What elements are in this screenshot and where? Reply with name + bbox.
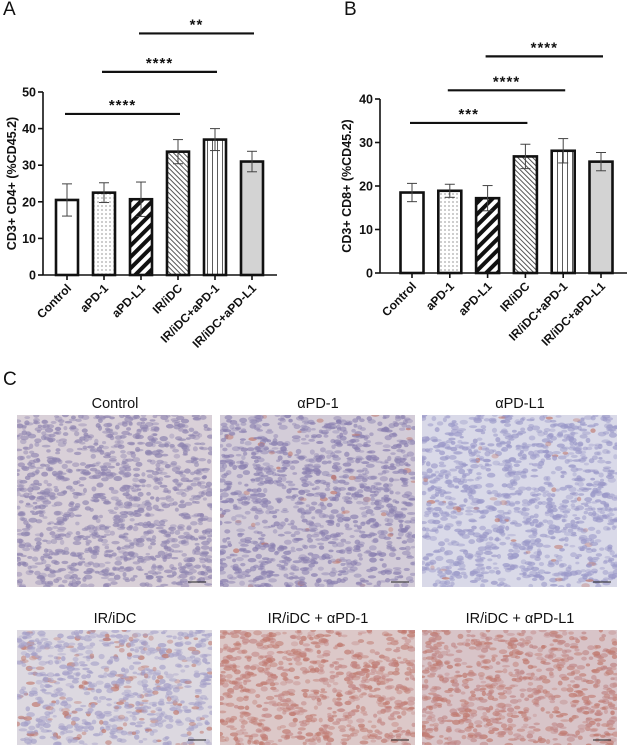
y-tick-label: 30 bbox=[22, 159, 36, 173]
error-bar bbox=[596, 152, 606, 172]
error-bar bbox=[482, 185, 493, 212]
y-tick-label: 20 bbox=[22, 195, 36, 209]
micrograph-title: IR/iDC + αPD-1 bbox=[267, 611, 369, 627]
micrograph-image bbox=[220, 415, 415, 587]
y-tick-label: 10 bbox=[22, 232, 36, 246]
significance-label: **** bbox=[146, 55, 173, 72]
error-bar bbox=[558, 138, 569, 164]
y-tick-label: 40 bbox=[359, 93, 373, 107]
y-tick-label: 10 bbox=[359, 223, 373, 237]
y-axis-label: CD3+ CD4+ (%CD45.2) bbox=[5, 117, 19, 250]
bar-ir-idc-apd-l1 bbox=[588, 160, 614, 275]
bar-ir-idc-apd-l1 bbox=[239, 160, 265, 277]
significance-label: **** bbox=[109, 97, 136, 114]
error-bar bbox=[173, 139, 183, 165]
x-tick-label: IR/iDC+aPD-L1 bbox=[190, 281, 260, 351]
bar-ir-idc bbox=[165, 150, 191, 277]
micrograph-image bbox=[17, 630, 212, 745]
micrograph-title: αPD-1 bbox=[297, 396, 339, 412]
x-tick-label: IR/iDC bbox=[150, 281, 186, 317]
panel-label-b: B bbox=[344, 0, 357, 20]
micrograph-title: Control bbox=[91, 396, 139, 412]
x-tick-label: Control bbox=[379, 279, 419, 319]
bar-ir-idc bbox=[512, 155, 539, 275]
micrograph-image bbox=[220, 630, 415, 745]
bar-control bbox=[399, 191, 425, 275]
error-bar bbox=[444, 183, 455, 198]
significance-label: **** bbox=[531, 39, 558, 56]
error-bar bbox=[407, 182, 417, 203]
chart-cd8: 0 10 20 30 40 CD3+ CD8+ (%CD45.2) Control aPD-1… bbox=[340, 39, 627, 349]
x-tick-label: aPD-L1 bbox=[109, 281, 148, 320]
error-bar bbox=[520, 143, 531, 170]
y-tick-label: 20 bbox=[359, 180, 373, 194]
y-tick-label: 30 bbox=[359, 136, 373, 150]
bar-ir-idc-apd-1 bbox=[550, 149, 576, 275]
panel-label-a: A bbox=[3, 0, 16, 20]
bar-apd-1 bbox=[437, 189, 463, 275]
micrograph-title: IR/iDC bbox=[93, 611, 137, 627]
micrograph-image bbox=[422, 630, 617, 745]
significance-label: *** bbox=[458, 106, 479, 123]
error-bar bbox=[136, 181, 146, 217]
error-bar bbox=[99, 182, 109, 204]
x-tick-label: Control bbox=[34, 281, 74, 321]
y-tick-label: 40 bbox=[22, 122, 36, 136]
error-bar bbox=[62, 183, 72, 217]
micrograph-title: αPD-L1 bbox=[495, 396, 545, 412]
y-axis-label: CD3+ CD8+ (%CD45.2) bbox=[340, 119, 354, 252]
x-tick-label: aPD-L1 bbox=[456, 279, 495, 318]
x-tick-label: IR/iDC bbox=[497, 279, 533, 315]
x-tick-label: aPD-1 bbox=[77, 281, 111, 315]
significance-label: ** bbox=[190, 16, 204, 33]
bar-apd-1 bbox=[91, 191, 117, 277]
x-tick-label: aPD-1 bbox=[423, 279, 457, 313]
bar-ir-idc-apd-1 bbox=[202, 138, 228, 277]
micrograph-image bbox=[17, 415, 212, 587]
y-tick-label: 0 bbox=[29, 269, 36, 283]
y-tick-label: 50 bbox=[22, 86, 36, 100]
micrograph-image bbox=[422, 415, 617, 587]
panel-label-c: C bbox=[3, 369, 17, 390]
micrograph-title: IR/iDC + αPD-L1 bbox=[465, 611, 575, 627]
y-tick-label: 0 bbox=[366, 267, 373, 281]
error-bar bbox=[210, 128, 220, 152]
error-bar bbox=[247, 150, 257, 173]
significance-label: **** bbox=[493, 73, 520, 90]
